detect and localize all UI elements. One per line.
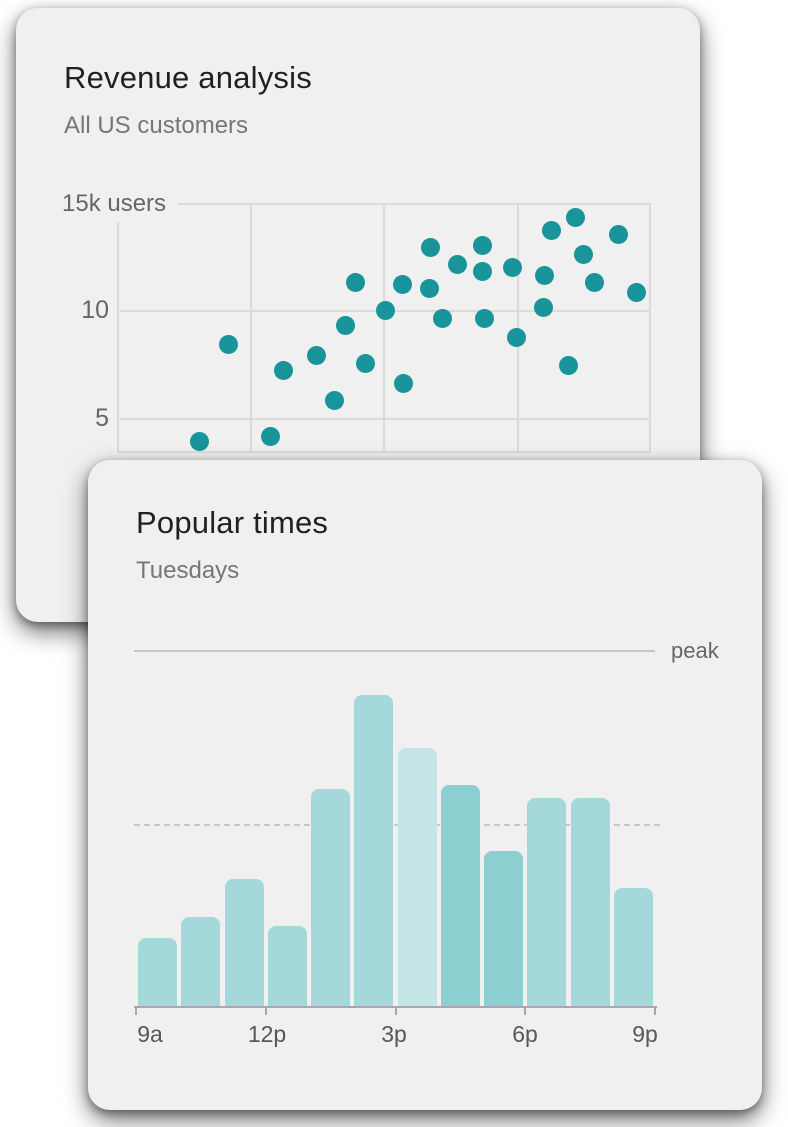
scatter-point (261, 427, 281, 447)
scatter-point (448, 255, 468, 275)
scatter-point (503, 257, 523, 277)
scatter-point (533, 298, 553, 318)
scatter-point (473, 261, 493, 281)
x-axis-tick (394, 1008, 397, 1015)
scatter-point (574, 244, 594, 264)
peak-line-label: peak (671, 638, 719, 663)
popular-bar-1-2p (311, 789, 350, 1007)
scatter-point (507, 328, 527, 348)
scatter-point (627, 283, 647, 303)
x-tick-label-6p: 6p (512, 1021, 538, 1047)
gridline-bottom (117, 451, 651, 453)
scatter-point (356, 354, 376, 374)
peak-reference-line (134, 650, 655, 652)
gridline-vertical (517, 203, 519, 452)
y-axis-tick-label-10: 10 (81, 296, 109, 324)
scatter-point (542, 220, 562, 240)
gridline-vertical (117, 222, 119, 452)
gridline-vertical (649, 203, 651, 452)
popular-bar-11-12p (224, 879, 264, 1007)
popular-bar-5-6p (484, 851, 523, 1007)
scatter-point (190, 431, 210, 451)
popular-bar-9-10a (138, 938, 177, 1007)
popular-bar-12-1p (267, 926, 307, 1007)
y-axis-top-label: 15k users (62, 190, 167, 217)
x-axis-line (134, 1006, 657, 1008)
x-axis-tick (524, 1008, 527, 1015)
scatter-point (535, 266, 555, 286)
x-axis-tick (264, 1008, 267, 1015)
scatter-point (609, 225, 629, 245)
scatter-point (273, 360, 293, 380)
scatter-point (394, 373, 414, 393)
x-tick-label-12p: 12p (247, 1021, 287, 1047)
x-tick-label-9p: 9p (632, 1021, 658, 1047)
popular-bar-2-3p (354, 695, 394, 1007)
x-axis-tick (654, 1008, 656, 1015)
x-tick-label-9a: 9a (137, 1021, 163, 1047)
x-axis-tick (135, 1008, 137, 1015)
scatter-point (585, 272, 605, 292)
popular-bar-8-9p (613, 888, 653, 1007)
popular-bar-4-5p (440, 785, 480, 1007)
scatter-point (433, 309, 453, 329)
y-axis-tick-label-5: 5 (95, 404, 109, 432)
popular-card-subtitle: Tuesdays (136, 557, 240, 584)
popular-bar-7-8p (570, 798, 610, 1007)
popular-bar-3-4p (397, 748, 437, 1007)
revenue-scatter-plot (117, 203, 651, 453)
popular-times-bar-chart (136, 647, 655, 1007)
gridline-vertical (250, 203, 252, 452)
scatter-point (307, 345, 327, 365)
usual-level-dashed-line (134, 824, 660, 827)
popular-times-card: Popular times Tuesdays peak 9a 12p 3p 6p… (88, 460, 762, 1110)
scatter-point (346, 272, 366, 292)
scatter-point (473, 236, 493, 255)
scatter-point (325, 390, 345, 410)
popular-bar-6-7p (527, 798, 567, 1007)
scatter-point (218, 334, 238, 354)
scatter-point (335, 315, 355, 335)
scatter-point (559, 356, 579, 376)
gridline-5k (120, 418, 651, 420)
revenue-card-title: Revenue analysis (64, 60, 312, 95)
scatter-point (565, 208, 585, 228)
popular-card-title: Popular times (136, 505, 329, 540)
x-tick-label-3p: 3p (381, 1021, 407, 1047)
revenue-card-subtitle: All US customers (64, 112, 249, 139)
scatter-point (375, 300, 395, 320)
scatter-point (393, 274, 413, 294)
scatter-point (421, 238, 441, 258)
scatter-point (475, 309, 495, 329)
scatter-point (420, 279, 440, 298)
popular-bar-10-11a (181, 917, 221, 1007)
gridline-15k (178, 203, 651, 205)
gridline-vertical (383, 203, 385, 452)
